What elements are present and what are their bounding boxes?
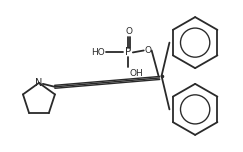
Text: HO: HO — [91, 48, 105, 57]
Text: OH: OH — [130, 69, 144, 78]
Text: N: N — [35, 78, 43, 88]
Text: O: O — [125, 27, 132, 36]
Text: O: O — [144, 46, 151, 55]
Text: P: P — [125, 47, 131, 57]
